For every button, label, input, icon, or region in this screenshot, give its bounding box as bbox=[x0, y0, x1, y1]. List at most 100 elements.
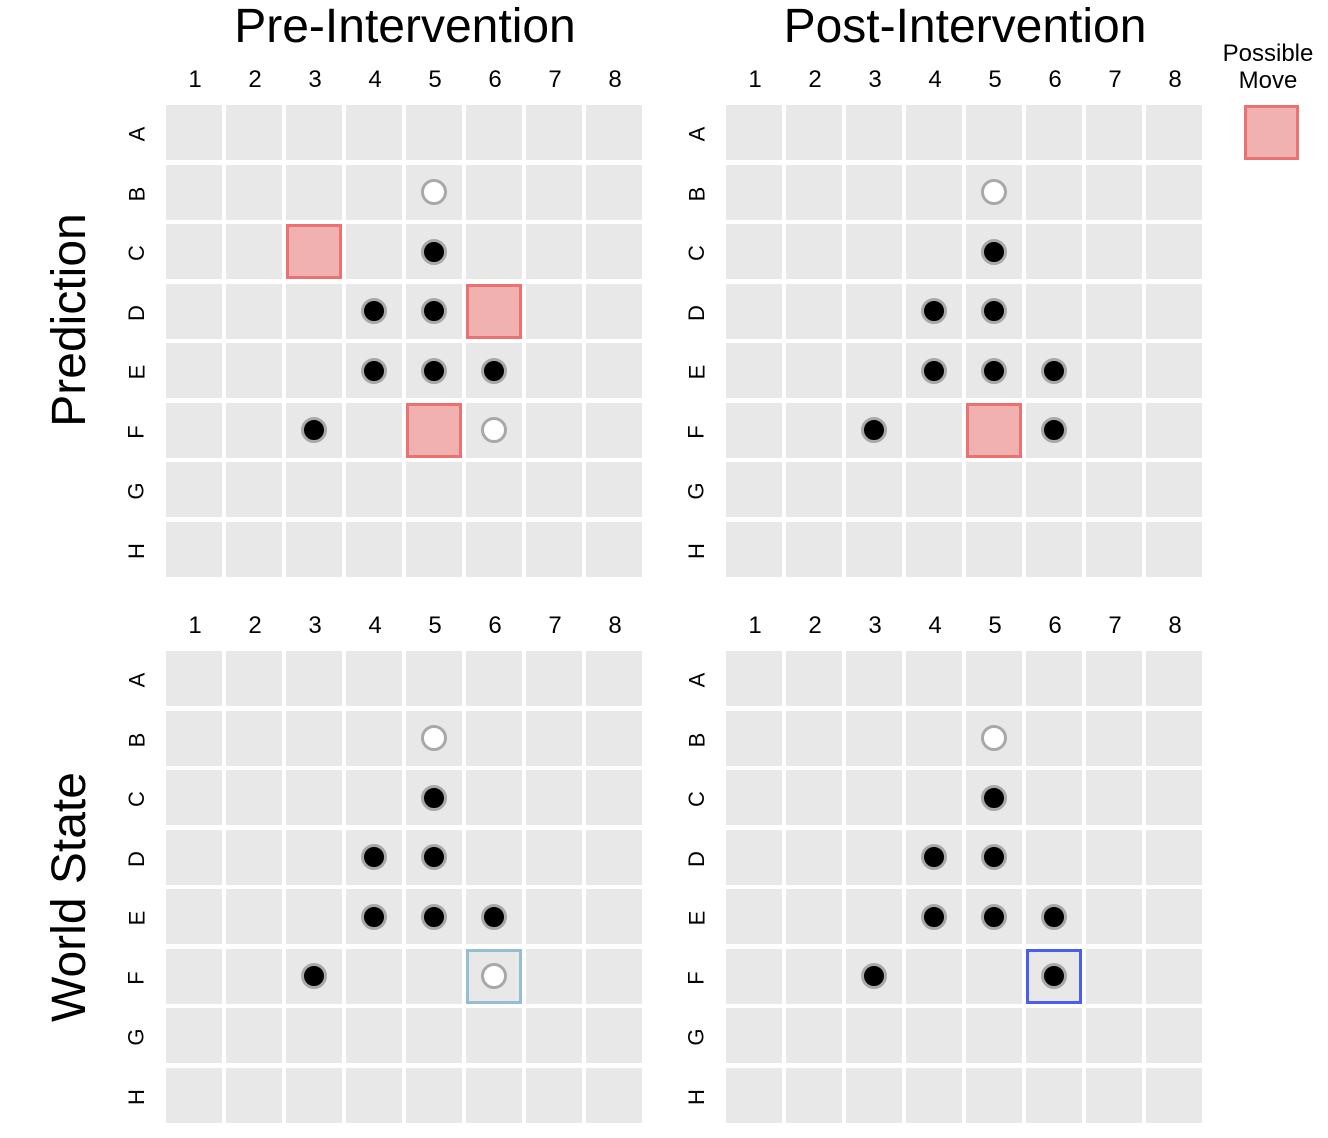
cell-E1[interactable] bbox=[726, 889, 782, 944]
cell-G8[interactable] bbox=[586, 462, 642, 517]
cell-F4[interactable] bbox=[906, 402, 962, 458]
cell-E4[interactable] bbox=[906, 343, 962, 398]
cell-G5[interactable] bbox=[966, 1008, 1022, 1063]
cell-A6[interactable] bbox=[1026, 651, 1082, 706]
cell-B2[interactable] bbox=[226, 710, 282, 766]
cell-B8[interactable] bbox=[586, 710, 642, 766]
possible-move-cell-F5[interactable] bbox=[406, 402, 462, 458]
cell-A5[interactable] bbox=[406, 105, 462, 160]
cell-G3[interactable] bbox=[846, 462, 902, 517]
cell-E3[interactable] bbox=[286, 889, 342, 944]
cell-H3[interactable] bbox=[286, 1067, 342, 1123]
cell-B2[interactable] bbox=[786, 710, 842, 766]
cell-D8[interactable] bbox=[1146, 283, 1202, 339]
cell-B3[interactable] bbox=[846, 164, 902, 220]
cell-F3[interactable] bbox=[286, 402, 342, 458]
cell-F4[interactable] bbox=[346, 402, 402, 458]
cell-A8[interactable] bbox=[586, 105, 642, 160]
cell-C4[interactable] bbox=[346, 770, 402, 825]
cell-B6[interactable] bbox=[466, 164, 522, 220]
cell-C6[interactable] bbox=[466, 224, 522, 279]
cell-C5[interactable] bbox=[966, 770, 1022, 825]
cell-G7[interactable] bbox=[526, 1008, 582, 1063]
cell-A3[interactable] bbox=[846, 105, 902, 160]
cell-F5[interactable] bbox=[966, 948, 1022, 1004]
cell-D8[interactable] bbox=[586, 283, 642, 339]
cell-D2[interactable] bbox=[226, 283, 282, 339]
cell-D5[interactable] bbox=[966, 283, 1022, 339]
cell-G1[interactable] bbox=[166, 462, 222, 517]
cell-D7[interactable] bbox=[1086, 283, 1142, 339]
cell-C3[interactable] bbox=[846, 224, 902, 279]
cell-E1[interactable] bbox=[166, 889, 222, 944]
cell-F8[interactable] bbox=[1146, 948, 1202, 1004]
cell-B1[interactable] bbox=[726, 710, 782, 766]
cell-A2[interactable] bbox=[786, 105, 842, 160]
cell-H8[interactable] bbox=[586, 1067, 642, 1123]
cell-D7[interactable] bbox=[526, 283, 582, 339]
cell-C2[interactable] bbox=[786, 770, 842, 825]
cell-C3[interactable] bbox=[286, 770, 342, 825]
cell-H1[interactable] bbox=[166, 1067, 222, 1123]
cell-B5[interactable] bbox=[406, 710, 462, 766]
cell-G6[interactable] bbox=[466, 1008, 522, 1063]
cell-F4[interactable] bbox=[906, 948, 962, 1004]
cell-G7[interactable] bbox=[1086, 1008, 1142, 1063]
cell-E1[interactable] bbox=[726, 343, 782, 398]
cell-H7[interactable] bbox=[526, 521, 582, 577]
cell-H6[interactable] bbox=[466, 1067, 522, 1123]
cell-F7[interactable] bbox=[1086, 402, 1142, 458]
cell-D7[interactable] bbox=[526, 829, 582, 885]
cell-G1[interactable] bbox=[726, 1008, 782, 1063]
cell-D2[interactable] bbox=[786, 283, 842, 339]
cell-C4[interactable] bbox=[906, 224, 962, 279]
cell-G4[interactable] bbox=[346, 1008, 402, 1063]
cell-B7[interactable] bbox=[1086, 710, 1142, 766]
cell-C6[interactable] bbox=[1026, 224, 1082, 279]
cell-C6[interactable] bbox=[466, 770, 522, 825]
cell-B6[interactable] bbox=[466, 710, 522, 766]
cell-E2[interactable] bbox=[786, 889, 842, 944]
cell-E2[interactable] bbox=[226, 343, 282, 398]
cell-H3[interactable] bbox=[846, 1067, 902, 1123]
cell-E2[interactable] bbox=[786, 343, 842, 398]
cell-B7[interactable] bbox=[1086, 164, 1142, 220]
cell-F1[interactable] bbox=[166, 402, 222, 458]
cell-H4[interactable] bbox=[346, 521, 402, 577]
cell-D7[interactable] bbox=[1086, 829, 1142, 885]
cell-A6[interactable] bbox=[466, 651, 522, 706]
cell-C8[interactable] bbox=[1146, 770, 1202, 825]
cell-H7[interactable] bbox=[1086, 1067, 1142, 1123]
cell-C6[interactable] bbox=[1026, 770, 1082, 825]
cell-G1[interactable] bbox=[726, 462, 782, 517]
cell-G3[interactable] bbox=[286, 462, 342, 517]
cell-G4[interactable] bbox=[346, 462, 402, 517]
cell-G2[interactable] bbox=[786, 1008, 842, 1063]
cell-B8[interactable] bbox=[586, 164, 642, 220]
cell-H2[interactable] bbox=[226, 521, 282, 577]
cell-A4[interactable] bbox=[346, 651, 402, 706]
cell-D1[interactable] bbox=[166, 283, 222, 339]
cell-H7[interactable] bbox=[1086, 521, 1142, 577]
cell-E5[interactable] bbox=[966, 889, 1022, 944]
cell-A4[interactable] bbox=[346, 105, 402, 160]
cell-C7[interactable] bbox=[526, 224, 582, 279]
cell-B8[interactable] bbox=[1146, 710, 1202, 766]
cell-G3[interactable] bbox=[286, 1008, 342, 1063]
cell-C5[interactable] bbox=[406, 770, 462, 825]
cell-D4[interactable] bbox=[906, 829, 962, 885]
cell-E5[interactable] bbox=[406, 343, 462, 398]
cell-E3[interactable] bbox=[846, 889, 902, 944]
cell-F1[interactable] bbox=[166, 948, 222, 1004]
cell-G4[interactable] bbox=[906, 1008, 962, 1063]
cell-E7[interactable] bbox=[526, 889, 582, 944]
highlighted-cell-F6[interactable] bbox=[466, 948, 522, 1004]
cell-B6[interactable] bbox=[1026, 164, 1082, 220]
cell-G5[interactable] bbox=[406, 1008, 462, 1063]
cell-A7[interactable] bbox=[1086, 651, 1142, 706]
cell-G2[interactable] bbox=[786, 462, 842, 517]
cell-D3[interactable] bbox=[286, 283, 342, 339]
cell-C4[interactable] bbox=[346, 224, 402, 279]
cell-E7[interactable] bbox=[1086, 889, 1142, 944]
cell-A8[interactable] bbox=[1146, 105, 1202, 160]
